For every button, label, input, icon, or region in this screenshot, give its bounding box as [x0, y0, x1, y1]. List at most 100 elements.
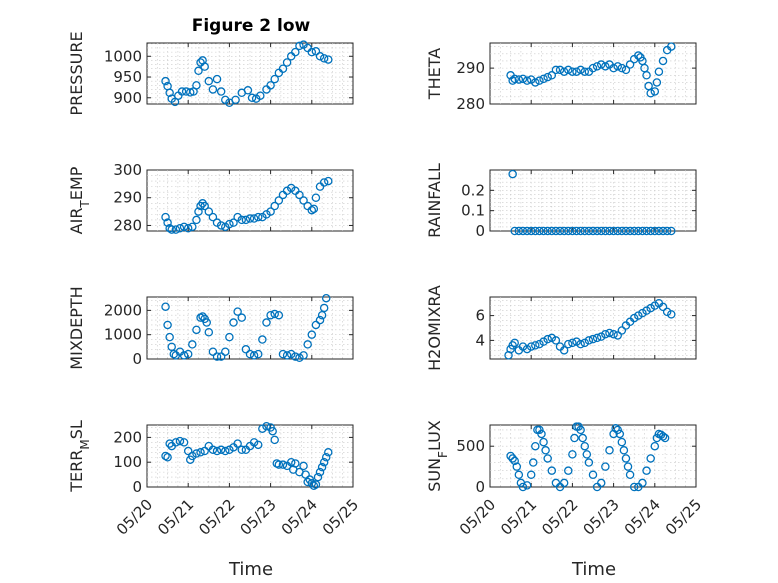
- data-point: [165, 439, 174, 448]
- data-point: [514, 75, 524, 84]
- data-point: [535, 339, 544, 349]
- data-point: [613, 226, 622, 236]
- plot-area: [489, 296, 697, 360]
- series-points: [506, 422, 670, 492]
- data-point: [183, 223, 193, 233]
- data-point: [165, 332, 174, 342]
- data-point: [543, 226, 552, 236]
- data-point: [313, 472, 323, 482]
- data-point: [564, 65, 573, 75]
- subplot-5: 0 1000 2000 MIXDEPTH: [67, 286, 354, 370]
- data-point: [307, 479, 317, 488]
- data-point: [518, 482, 528, 492]
- data-point: [266, 81, 275, 90]
- data-point: [572, 226, 581, 236]
- data-point: [291, 459, 300, 468]
- data-point: [508, 341, 517, 350]
- data-point: [613, 331, 622, 340]
- data-point: [237, 445, 247, 455]
- data-point: [584, 226, 594, 236]
- data-point: [646, 454, 655, 463]
- data-point: [303, 340, 312, 349]
- data-point: [580, 226, 590, 236]
- data-point: [531, 78, 540, 87]
- data-point: [547, 71, 557, 80]
- data-point: [514, 470, 524, 480]
- data-point: [177, 87, 187, 96]
- data-point: [233, 439, 242, 448]
- data-point: [662, 307, 672, 317]
- y-tick-label: 300: [113, 161, 142, 179]
- data-point: [605, 446, 614, 455]
- data-point: [194, 207, 203, 216]
- data-point: [658, 432, 668, 441]
- y-tick-label: 4: [475, 331, 485, 349]
- data-point: [253, 212, 263, 222]
- data-point: [243, 86, 253, 95]
- data-point: [539, 74, 548, 84]
- data-point: [237, 215, 247, 225]
- data-point: [617, 63, 627, 73]
- data-point: [307, 47, 317, 57]
- data-point: [510, 226, 519, 236]
- data-point: [588, 334, 598, 344]
- data-point: [245, 214, 255, 223]
- data-point: [216, 87, 226, 96]
- data-point: [270, 74, 279, 84]
- data-point: [652, 78, 662, 87]
- data-point: [179, 222, 189, 232]
- y-axis-label: PRESSURE: [67, 31, 86, 115]
- y-tick-label: 280: [456, 95, 485, 113]
- data-point: [625, 60, 635, 69]
- data-point: [321, 293, 331, 303]
- data-point: [179, 351, 189, 360]
- data-point: [617, 437, 627, 447]
- data-point: [658, 56, 668, 66]
- y-tick-label: 1000: [104, 326, 142, 344]
- data-point: [623, 462, 633, 471]
- data-point: [270, 435, 279, 445]
- data-point: [518, 74, 528, 84]
- data-point: [568, 450, 577, 459]
- data-point: [208, 212, 218, 222]
- data-point: [311, 193, 321, 202]
- figure-title: Figure 2 low: [192, 16, 311, 36]
- data-point: [324, 176, 333, 186]
- data-point: [161, 212, 170, 222]
- data-point: [506, 451, 515, 461]
- y-axis-label: MIXDEPTH: [67, 286, 86, 369]
- y-tick-label: 0: [132, 478, 142, 496]
- data-point: [183, 349, 193, 359]
- data-point: [526, 226, 536, 236]
- data-point: [299, 196, 308, 205]
- y-tick-label: 2000: [104, 301, 142, 319]
- data-point: [642, 71, 651, 80]
- data-point: [539, 437, 548, 447]
- y-tick-label: 1000: [104, 47, 142, 65]
- data-point: [650, 87, 660, 96]
- data-point: [531, 341, 540, 350]
- data-point: [212, 446, 222, 456]
- data-point: [249, 351, 259, 360]
- data-point: [249, 438, 259, 447]
- data-point: [317, 462, 327, 472]
- data-point: [541, 446, 550, 455]
- data-point: [204, 207, 214, 216]
- data-point: [188, 222, 197, 232]
- data-point: [295, 190, 304, 200]
- data-point: [654, 226, 664, 236]
- data-point: [311, 47, 321, 56]
- y-axis-label: TERRMSL: [67, 420, 92, 493]
- data-point: [580, 338, 590, 348]
- data-point: [231, 95, 240, 105]
- y-axis-label: THETA: [425, 48, 444, 100]
- data-point: [221, 446, 230, 456]
- data-point: [605, 226, 614, 236]
- data-point: [163, 320, 172, 330]
- data-point: [307, 205, 317, 215]
- data-point: [588, 226, 598, 236]
- data-point: [547, 333, 557, 343]
- subplot-6: 4 6 H2OMIXRA: [425, 285, 697, 371]
- series-points: [161, 176, 333, 234]
- data-point: [212, 352, 222, 361]
